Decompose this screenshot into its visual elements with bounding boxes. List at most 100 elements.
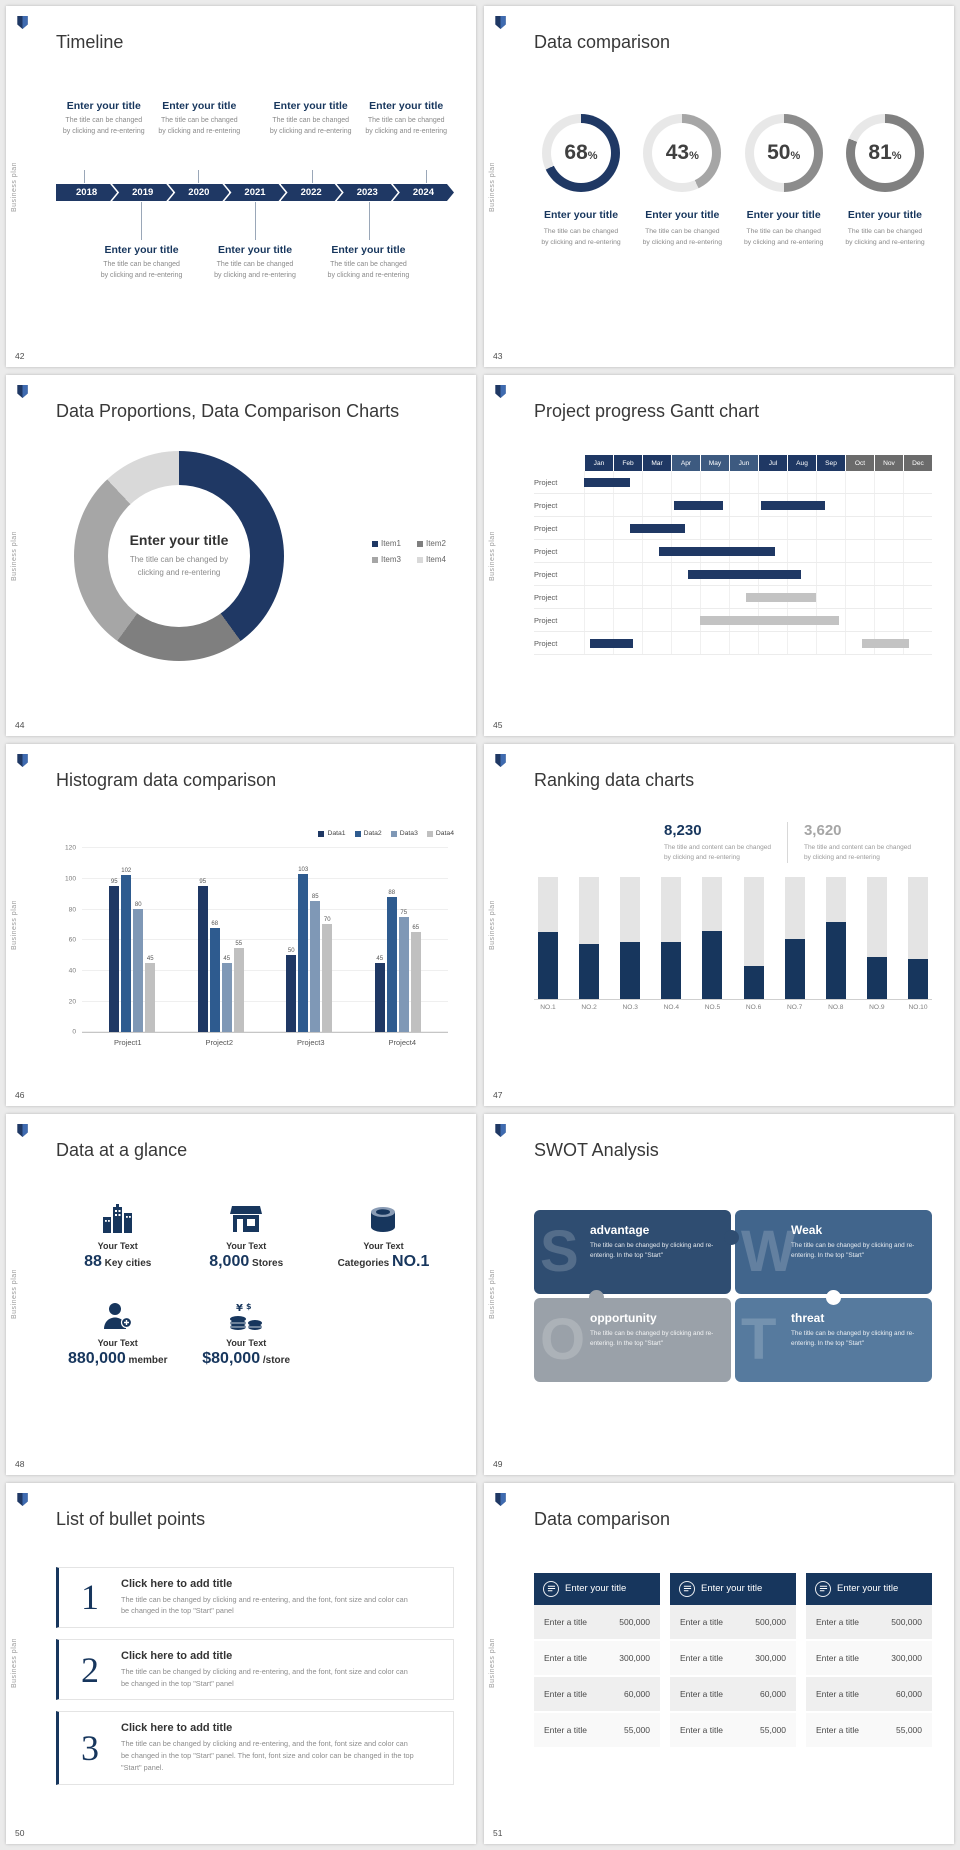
sidebar-vertical-label: Business plan bbox=[11, 1638, 18, 1689]
store-icon bbox=[230, 1204, 263, 1236]
slide-number: 44 bbox=[15, 720, 25, 731]
ranking-column bbox=[784, 876, 805, 999]
bullets-canvas: 1 Click here to add title The title can be… bbox=[56, 1547, 454, 1814]
bullet-text: Click here to add title The title can be … bbox=[121, 1578, 416, 1617]
timeline-entry-title: Enter your title bbox=[104, 244, 179, 256]
timeline-entry-caption: The title can be changed by clicking and … bbox=[263, 116, 359, 138]
table-row: Enter a title 300,000 bbox=[534, 1640, 660, 1677]
legend-item: Item2 bbox=[416, 539, 446, 548]
slide-title: Data comparison bbox=[534, 32, 671, 52]
timeline-entry-title: Enter your title bbox=[66, 100, 141, 112]
timeline-entry: Enter your title The title can be changed… bbox=[263, 100, 359, 138]
timeline-connector bbox=[198, 170, 200, 183]
progress-ring: 68% bbox=[542, 114, 620, 192]
legend-swatch bbox=[390, 830, 397, 837]
caption-line: by clicking and re-entering bbox=[269, 127, 352, 135]
gantt-bar bbox=[659, 547, 776, 557]
slide-50[interactable]: Business plan 50 List of bullet points 1… bbox=[6, 1482, 476, 1844]
brand-logo-icon bbox=[494, 1123, 507, 1138]
gantt-cell bbox=[874, 540, 903, 563]
slide-46[interactable]: Business plan 46 Histogram data comparis… bbox=[6, 744, 476, 1106]
gantt-row-label: Project bbox=[534, 471, 584, 495]
legend-swatch bbox=[318, 830, 325, 837]
stat-value: 8,000 bbox=[209, 1252, 250, 1270]
gantt-cell bbox=[671, 609, 700, 632]
histogram-plot: 0 20 40 60 80 100 120 95 102 80 45 95 68 45 55 50 103 85 7… bbox=[65, 845, 448, 1036]
gantt-row-cells bbox=[584, 632, 932, 656]
ring-value: 50% bbox=[767, 141, 801, 164]
bar bbox=[410, 932, 421, 1033]
ranking-label: NO.9 bbox=[869, 1003, 885, 1011]
sidebar-vertical-label: Business plan bbox=[11, 161, 18, 212]
slide-47[interactable]: Business plan 47 Ranking data charts 8,2… bbox=[484, 744, 954, 1106]
gantt-month: Apr bbox=[672, 455, 700, 472]
slide-title: SWOT Analysis bbox=[534, 1139, 659, 1160]
caption-line: by clicking and re-entering bbox=[845, 238, 925, 246]
caption-line: by clicking and re-entering bbox=[327, 271, 410, 279]
bar bbox=[374, 963, 385, 1033]
slide-number: 42 bbox=[15, 351, 25, 362]
glance-item: Your Text 880,000 member bbox=[56, 1301, 179, 1368]
document-icon bbox=[815, 1580, 831, 1597]
bar-wrapper: 45 bbox=[374, 956, 385, 1033]
ranking-label: NO.1 bbox=[540, 1003, 556, 1011]
timeline-canvas: Enter your title The title can be changed… bbox=[56, 70, 454, 337]
ranking-fill bbox=[538, 931, 558, 999]
y-tick-label: 60 bbox=[68, 936, 76, 944]
glance-item: Your Text Categories NO.1 bbox=[313, 1204, 454, 1271]
ranking-column bbox=[620, 876, 641, 999]
gantt-cell bbox=[816, 471, 845, 494]
ring-title: Enter your title bbox=[543, 209, 619, 221]
bullet-text: Click here to add title The title can be … bbox=[121, 1650, 416, 1689]
gantt-cell bbox=[584, 586, 613, 609]
gantt-row: Project bbox=[534, 563, 932, 587]
gantt-cell bbox=[903, 494, 932, 517]
gantt-cell bbox=[671, 471, 700, 494]
sidebar-vertical-label: Business plan bbox=[489, 899, 496, 951]
gantt-cell bbox=[642, 586, 671, 609]
gantt-cell bbox=[700, 471, 729, 494]
ranking-fill bbox=[702, 930, 723, 999]
gantt-row-label: Project bbox=[534, 609, 584, 633]
ranking-column bbox=[743, 876, 764, 999]
puzzle-tab bbox=[825, 1289, 841, 1305]
primary-stat-value: 8,230 bbox=[664, 822, 702, 840]
row-value: 300,000 bbox=[619, 1652, 650, 1663]
slide-48[interactable]: Business plan 48 Data at a glance Your T… bbox=[6, 1113, 476, 1475]
ring-value: 68% bbox=[564, 141, 598, 164]
percent-sign: % bbox=[689, 150, 699, 162]
legend-item: Data1 bbox=[318, 830, 346, 837]
slide-51[interactable]: Business plan 51 Data comparison Enter y… bbox=[484, 1482, 954, 1844]
slide-title: List of bullet points bbox=[56, 1508, 206, 1529]
table-header: Enter your title bbox=[806, 1572, 932, 1605]
row-value: 300,000 bbox=[891, 1652, 922, 1663]
ranking-column bbox=[579, 876, 600, 999]
sidebar-vertical-label: Business plan bbox=[489, 1638, 496, 1689]
brand-logo-icon bbox=[16, 753, 29, 768]
slide-42[interactable]: Business plan 42 Timeline Enter your tit… bbox=[6, 6, 476, 368]
glance-label: Your Text bbox=[226, 1337, 267, 1348]
ranking-track bbox=[702, 876, 723, 999]
gantt-cell bbox=[729, 471, 758, 494]
bar-value-label: 95 bbox=[110, 878, 118, 885]
slide-45[interactable]: Business plan 45 Project progress Gantt … bbox=[484, 375, 954, 737]
gantt-bar bbox=[862, 639, 909, 649]
gantt-row-cells bbox=[584, 540, 932, 564]
ring-value: 43% bbox=[665, 141, 699, 164]
gantt-cell bbox=[874, 517, 903, 540]
rings-canvas: 68% Enter your title The title can be chan… bbox=[534, 70, 932, 337]
slide-number: 50 bbox=[15, 1828, 25, 1838]
gantt-month: Jun bbox=[730, 455, 758, 472]
caption-line: The title can be changed bbox=[65, 117, 143, 124]
bar-wrapper: 80 bbox=[133, 902, 144, 1033]
slide-44[interactable]: Business plan 44 Data Proportions, Data … bbox=[6, 375, 476, 737]
legend-label: Data2 bbox=[363, 830, 382, 838]
timeline-connector bbox=[255, 202, 256, 240]
slide-43[interactable]: Business plan 43 Data comparison 68% Ente… bbox=[484, 6, 954, 368]
gantt-cell bbox=[903, 563, 932, 586]
gantt-row: Project bbox=[534, 471, 932, 495]
gantt-row-cells bbox=[584, 494, 932, 518]
table-title: Enter your title bbox=[837, 1583, 899, 1595]
tables-canvas: Enter your title Enter a title 500,000 Ente… bbox=[534, 1547, 932, 1814]
